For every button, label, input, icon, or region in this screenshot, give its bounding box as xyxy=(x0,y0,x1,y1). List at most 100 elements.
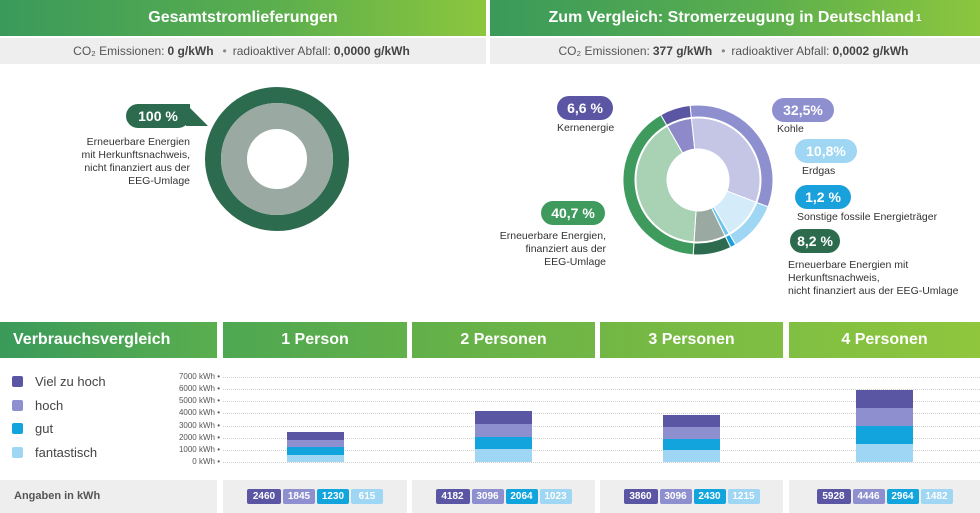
y-tick-label: 4000 kWh • xyxy=(178,408,220,418)
gridline xyxy=(223,389,980,391)
donut-segment-inner xyxy=(635,125,697,243)
legend-label: fantastisch xyxy=(35,445,98,460)
legend-label: hoch xyxy=(35,398,64,413)
label-kohle: Kohle xyxy=(777,123,804,135)
bar-segment xyxy=(856,444,913,462)
label-line: Herkunftsnachweis, xyxy=(788,272,880,284)
legend-label: Viel zu hoch xyxy=(35,374,106,389)
callout-erneuerbar-hkn: 8,2 % xyxy=(790,229,840,253)
y-tick-label: 0 kWh • xyxy=(192,457,220,466)
col-title: 2 Personen xyxy=(460,331,547,348)
value-pill: 1230 xyxy=(317,489,349,504)
co2-label: CO₂ Emissionen: xyxy=(558,44,650,58)
value-pill: 3096 xyxy=(471,489,504,504)
value-pill: 1023 xyxy=(539,489,572,504)
delivery-callout: 100 % xyxy=(126,104,190,128)
col-title: 3 Personen xyxy=(648,331,735,348)
label-line: Erneuerbare Energien mit xyxy=(788,259,909,271)
value-pill: 2064 xyxy=(505,489,538,504)
gridline xyxy=(223,449,980,451)
waste-label: radioaktiver Abfall: xyxy=(731,44,830,58)
bar-segment xyxy=(475,411,532,424)
donut-outer-ring xyxy=(205,87,349,231)
delivery-donut xyxy=(205,87,349,231)
gridline xyxy=(223,401,980,403)
erdgas-pct: 10,8% xyxy=(806,143,846,159)
bar-segment xyxy=(856,426,913,444)
waste-label: radioaktiver Abfall: xyxy=(232,44,331,58)
donut-inner-ring xyxy=(221,103,333,215)
waste-value: 0,0002 g/kWh xyxy=(832,44,909,58)
legend-label: gut xyxy=(35,421,54,436)
y-tick-label: 2000 kWh • xyxy=(178,432,220,442)
value-pill: 1215 xyxy=(727,489,760,504)
col-title: 4 Personen xyxy=(841,331,928,348)
bar-segment xyxy=(286,454,344,462)
value-pill: 3860 xyxy=(623,489,658,504)
callout-kohle: 32,5% xyxy=(772,98,834,122)
gridline xyxy=(223,437,980,439)
bar-segment xyxy=(475,436,532,450)
value-pill: 1845 xyxy=(283,489,315,504)
legend-swatch xyxy=(12,423,23,434)
label-erneuerbar-hkn: Erneuerbare Energien mit Herkunftsnachwe… xyxy=(788,259,958,298)
col-title: 1 Person xyxy=(281,331,349,348)
value-pill: 2460 xyxy=(247,489,281,504)
delivery-label: Erneuerbare Energien mit Herkunftsnachwe… xyxy=(60,136,190,188)
label-erneuerbar-eeg: Erneuerbare Energien, finanziert aus der… xyxy=(480,230,606,269)
delivery-label-line: Erneuerbare Energien xyxy=(86,136,190,148)
comparison-title: Zum Vergleich: Stromerzeugung in Deutsch… xyxy=(548,9,914,26)
callout-kernenergie: 6,6 % xyxy=(557,96,613,120)
col-header-1: 1 Person xyxy=(223,322,407,358)
delivery-label-line: mit Herkunftsnachweis, xyxy=(81,149,190,161)
legend-swatch xyxy=(12,400,23,411)
comparison-banner: Zum Vergleich: Stromerzeugung in Deutsch… xyxy=(490,0,980,36)
legend-item: fantastisch xyxy=(12,445,97,460)
gridline xyxy=(223,413,980,415)
callout-erneuerbar-eeg: 40,7 % xyxy=(541,201,605,225)
value-pill: 3096 xyxy=(659,489,692,504)
delivery-callout-pointer xyxy=(186,104,208,126)
value-pill: 4446 xyxy=(852,489,885,504)
legend-item: gut xyxy=(12,421,53,436)
delivery-pct: 100 % xyxy=(138,108,178,124)
col-header-2: 2 Personen xyxy=(412,322,595,358)
gridline xyxy=(223,425,980,427)
value-pill: 2964 xyxy=(886,489,919,504)
legend-item: hoch xyxy=(12,398,63,413)
erneuerbar-eeg-pct: 40,7 % xyxy=(551,205,595,221)
value-pill: 1482 xyxy=(920,489,953,504)
y-tick-label: 6000 kWh • xyxy=(178,384,220,394)
legend-swatch xyxy=(12,447,23,458)
col-header-3: 3 Personen xyxy=(600,322,783,358)
consumption-title-bar: Verbrauchsvergleich xyxy=(0,322,217,358)
y-tick-label: 1000 kWh • xyxy=(178,444,220,454)
delivery-banner: Gesamtstromlieferungen xyxy=(0,0,486,36)
label-line: nicht finanziert aus der EEG-Umlage xyxy=(788,285,959,297)
bar-segment xyxy=(663,415,720,427)
label-kernenergie: Kernenergie xyxy=(557,122,615,134)
comparison-emissions-bar: CO₂ Emissionen: 377 g/kWh • radioaktiver… xyxy=(490,38,980,64)
label-sonstige: Sonstige fossile Energieträger xyxy=(797,211,938,223)
bar-segment xyxy=(663,450,720,462)
bar-segment xyxy=(286,447,344,455)
bar-segment xyxy=(663,438,720,451)
value-pill: 2430 xyxy=(693,489,726,504)
label-line: finanziert aus der xyxy=(525,243,606,255)
col-header-4: 4 Personen xyxy=(789,322,980,358)
bar-segment xyxy=(663,426,720,439)
value-pill: 615 xyxy=(351,489,383,504)
value-pill: 4182 xyxy=(435,489,470,504)
mix-donut xyxy=(622,104,774,256)
y-tick-label: 5000 kWh • xyxy=(178,396,220,406)
bar-segment xyxy=(856,390,913,408)
bar-segment xyxy=(856,408,913,426)
delivery-emissions-bar: CO₂ Emissionen: 0 g/kWh • radioaktiver A… xyxy=(0,38,486,64)
co2-value: 0 g/kWh xyxy=(167,44,214,58)
kohle-pct: 32,5% xyxy=(783,102,823,118)
bar-segment xyxy=(475,449,532,462)
value-pill: 5928 xyxy=(816,489,851,504)
kernenergie-pct: 6,6 % xyxy=(567,100,603,116)
y-tick-label: 7000 kWh • xyxy=(178,372,220,381)
bar-segment xyxy=(475,423,532,437)
